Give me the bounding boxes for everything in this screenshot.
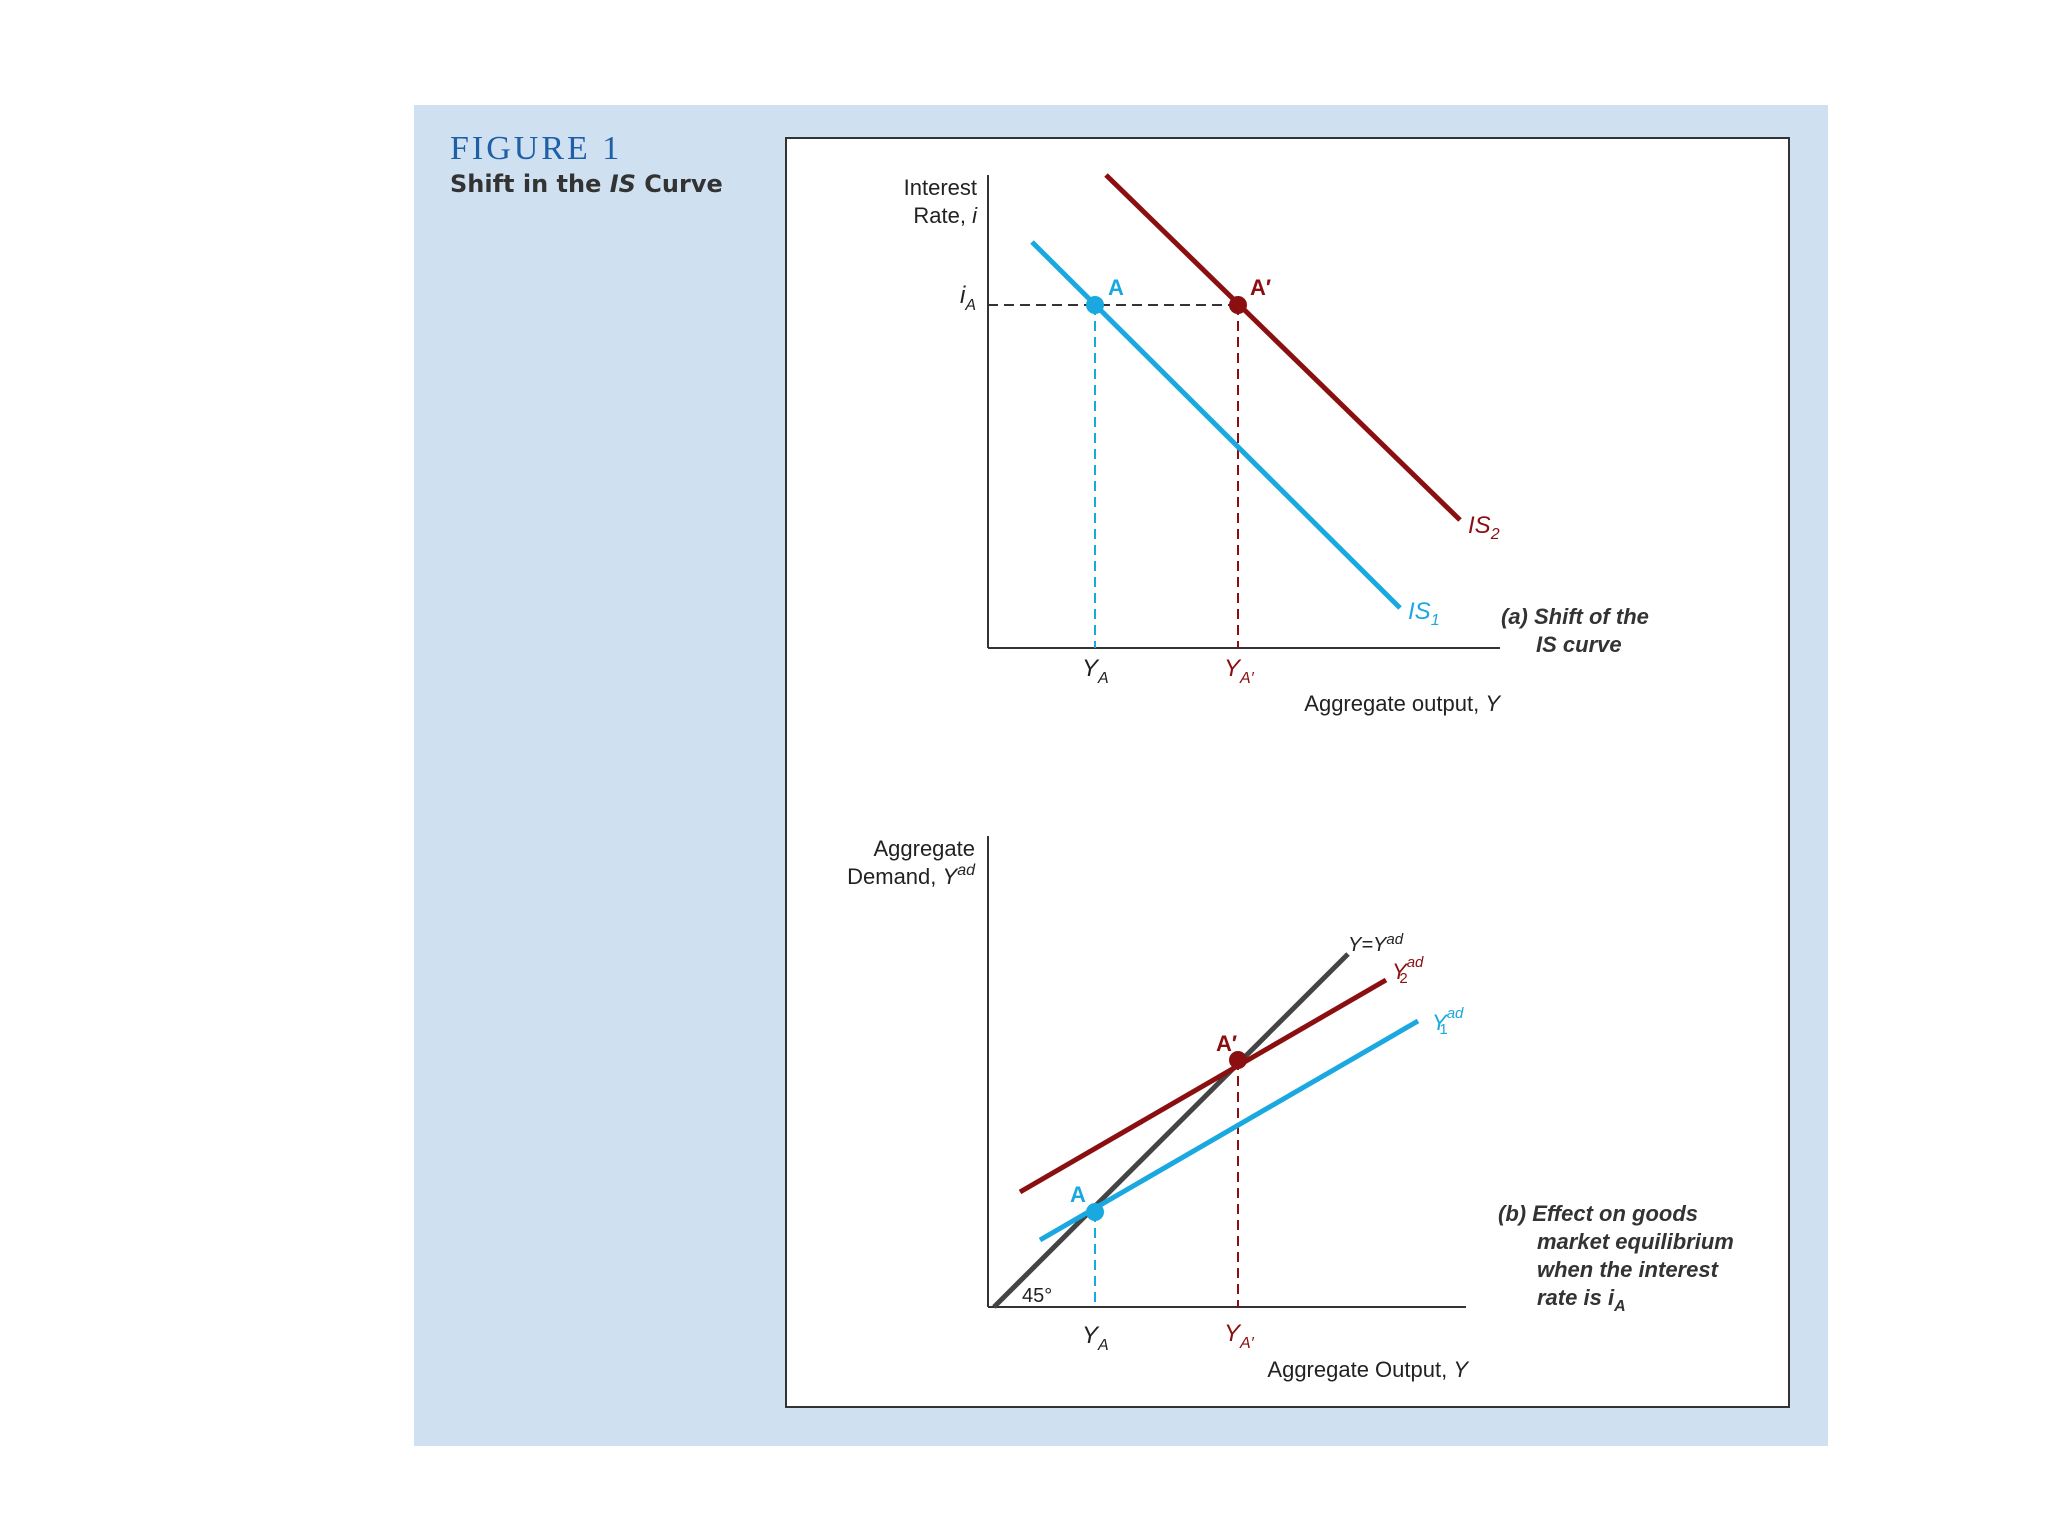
line-45-degree [992, 952, 1350, 1309]
bottom-point-a-prime [1229, 1051, 1247, 1069]
figure-title-italic: IS [609, 170, 636, 198]
top-point-a-prime-label: A′ [1250, 275, 1271, 300]
bottom-ya-label: YA [1082, 1322, 1109, 1354]
y1ad-line [1038, 1018, 1420, 1243]
angle-45-label: 45° [1022, 1285, 1052, 1307]
bottom-caption-line4: rate is iA [1537, 1285, 1626, 1315]
top-ia-label: iA [960, 282, 976, 314]
top-panel: Interest Rate, i A A′ iA YA YA′ IS1 IS2 … [904, 173, 1649, 716]
is1-curve [1030, 240, 1402, 610]
is1-label: IS1 [1408, 598, 1440, 629]
y2ad-line [1018, 977, 1388, 1195]
bottom-caption-line3: when the interest [1537, 1257, 1720, 1282]
top-ya-prime-label: YA′ [1224, 655, 1255, 687]
top-point-a [1086, 296, 1104, 314]
top-caption-line2: IS curve [1536, 632, 1622, 657]
figure-title: Shift in the IS Curve [450, 170, 723, 198]
top-x-axis-label: Aggregate output, Y [1304, 691, 1501, 716]
bottom-point-a [1086, 1203, 1104, 1221]
bottom-caption-line2: market equilibrium [1537, 1229, 1734, 1254]
top-ya-label: YA [1082, 655, 1109, 687]
bottom-y-axis-label-line1: Aggregate [873, 836, 975, 861]
bottom-y-axis-label-line2: Demand, Yad [847, 862, 976, 889]
top-point-a-label: A [1108, 275, 1124, 300]
top-point-a-prime [1229, 296, 1247, 314]
bottom-caption-line1: (b) Effect on goods [1498, 1201, 1698, 1226]
line-45-label: Y=Yad [1348, 931, 1404, 956]
bottom-point-a-label: A [1070, 1182, 1086, 1207]
bottom-point-a-prime-label: A′ [1216, 1031, 1237, 1056]
bottom-ya-prime-label: YA′ [1224, 1320, 1255, 1352]
y1ad-label: Yad 1 [1432, 1005, 1464, 1038]
bottom-panel: Aggregate Demand, Yad A A′ 45° YA YA′ Y=… [847, 836, 1734, 1382]
figure-label: FIGURE 1 [450, 130, 623, 167]
figure-title-pre: Shift in the [450, 170, 610, 198]
top-caption-line1: (a) Shift of the [1501, 604, 1649, 629]
figure-title-post: Curve [635, 170, 723, 198]
is2-curve [1104, 173, 1462, 522]
is2-label: IS2 [1468, 512, 1500, 543]
top-y-axis-label-line1: Interest [904, 175, 977, 200]
y2ad-label: Yad 2 [1392, 954, 1424, 987]
top-y-axis-label-line2: Rate, i [913, 203, 978, 228]
bottom-x-axis-label: Aggregate Output, Y [1267, 1357, 1469, 1382]
